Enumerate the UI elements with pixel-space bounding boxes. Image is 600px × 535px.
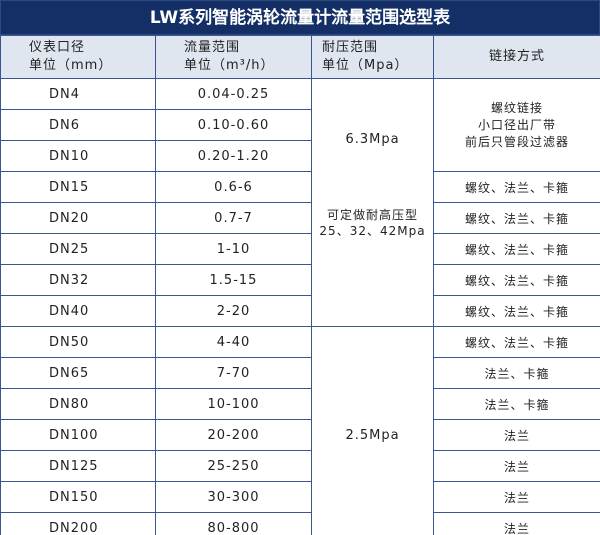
flow-cell: 4-40 <box>155 326 312 358</box>
flow-cell: 7-70 <box>155 357 312 389</box>
flow-cell: 20-200 <box>155 419 312 451</box>
table-row: DN4 0.04-0.25 6.3Mpa 可定做耐高压型 25、32、42Mpa 螺纹链接… <box>0 78 600 327</box>
flow-cell: 80-800 <box>155 512 312 535</box>
connection-cell: 螺纹、法兰、卡箍 <box>433 295 600 327</box>
flow-cell: 25-250 <box>155 450 312 482</box>
table-row: DN100 20-200 法兰 <box>0 419 600 451</box>
table-row: DN150 30-300 法兰 <box>0 481 600 513</box>
table-row: DN10 0.20-1.20 <box>0 140 600 172</box>
pressure-cell-high: 6.3Mpa 可定做耐高压型 25、32、42Mpa <box>311 78 434 327</box>
size-cell: DN10 <box>0 140 156 172</box>
size-cell: DN50 <box>0 326 156 358</box>
table-row: DN50 4-40 2.5Mpa 螺纹、法兰、卡箍 <box>0 326 600 535</box>
table-row: DN65 7-70 法兰、卡箍 <box>0 357 600 389</box>
header-connection: 链接方式 <box>433 35 600 79</box>
connection-cell: 法兰 <box>433 512 600 535</box>
size-cell: DN80 <box>0 388 156 420</box>
flow-cell: 0.20-1.20 <box>155 140 312 172</box>
header-flow: 流量范围 单位（m³/h） <box>155 35 312 79</box>
table-row: DN80 10-100 法兰、卡箍 <box>0 388 600 420</box>
connection-cell: 螺纹、法兰、卡箍 <box>433 171 600 203</box>
table-row: DN125 25-250 法兰 <box>0 450 600 482</box>
size-cell: DN125 <box>0 450 156 482</box>
table-row: DN20 0.7-7 螺纹、法兰、卡箍 <box>0 202 600 234</box>
header-pressure: 耐压范围 单位（Mpa） <box>311 35 434 79</box>
connection-cell: 螺纹、法兰、卡箍 <box>433 202 600 234</box>
size-cell: DN100 <box>0 419 156 451</box>
connection-cell: 法兰 <box>433 481 600 513</box>
table-row: DN32 1.5-15 螺纹、法兰、卡箍 <box>0 264 600 296</box>
flow-cell: 0.10-0.60 <box>155 109 312 141</box>
flow-cell: 1-10 <box>155 233 312 265</box>
flow-cell: 1.5-15 <box>155 264 312 296</box>
flow-cell: 0.7-7 <box>155 202 312 234</box>
table-row: DN15 0.6-6 螺纹、法兰、卡箍 <box>0 171 600 203</box>
flow-range-table: 仪表口径 单位（mm） 流量范围 单位（m³/h） 耐压范围 单位（Mpa） 链接方式… <box>0 35 600 535</box>
connection-cell: 法兰 <box>433 450 600 482</box>
size-cell: DN4 <box>0 78 156 110</box>
flow-cell: 10-100 <box>155 388 312 420</box>
size-cell: DN40 <box>0 295 156 327</box>
size-cell: DN32 <box>0 264 156 296</box>
flow-cell: 0.04-0.25 <box>155 78 312 110</box>
table-row: DN6 0.10-0.60 <box>0 109 600 141</box>
header-size: 仪表口径 单位（mm） <box>0 35 156 79</box>
pressure-cell-low: 2.5Mpa <box>311 326 434 535</box>
flow-cell: 2-20 <box>155 295 312 327</box>
size-cell: DN15 <box>0 171 156 203</box>
size-cell: DN150 <box>0 481 156 513</box>
size-cell: DN20 <box>0 202 156 234</box>
flow-cell: 30-300 <box>155 481 312 513</box>
connection-cell: 螺纹、法兰、卡箍 <box>433 326 600 358</box>
table-row: DN40 2-20 螺纹、法兰、卡箍 <box>0 295 600 327</box>
connection-cell: 法兰、卡箍 <box>433 357 600 389</box>
connection-cell: 螺纹、法兰、卡箍 <box>433 264 600 296</box>
size-cell: DN65 <box>0 357 156 389</box>
size-cell: DN25 <box>0 233 156 265</box>
table-row: DN200 80-800 法兰 <box>0 512 600 535</box>
connection-cell: 法兰、卡箍 <box>433 388 600 420</box>
table-row: DN25 1-10 螺纹、法兰、卡箍 <box>0 233 600 265</box>
size-cell: DN200 <box>0 512 156 535</box>
connection-cell: 螺纹、法兰、卡箍 <box>433 233 600 265</box>
size-cell: DN6 <box>0 109 156 141</box>
header-row: 仪表口径 单位（mm） 流量范围 单位（m³/h） 耐压范围 单位（Mpa） 链接方式 <box>0 35 600 79</box>
flow-cell: 0.6-6 <box>155 171 312 203</box>
connection-cell-small-bore: 螺纹链接 小口径出厂带 前后只管段过滤器 <box>433 78 600 172</box>
connection-cell: 法兰 <box>433 419 600 451</box>
table-title: LW系列智能涡轮流量计流量范围选型表 <box>0 0 600 35</box>
